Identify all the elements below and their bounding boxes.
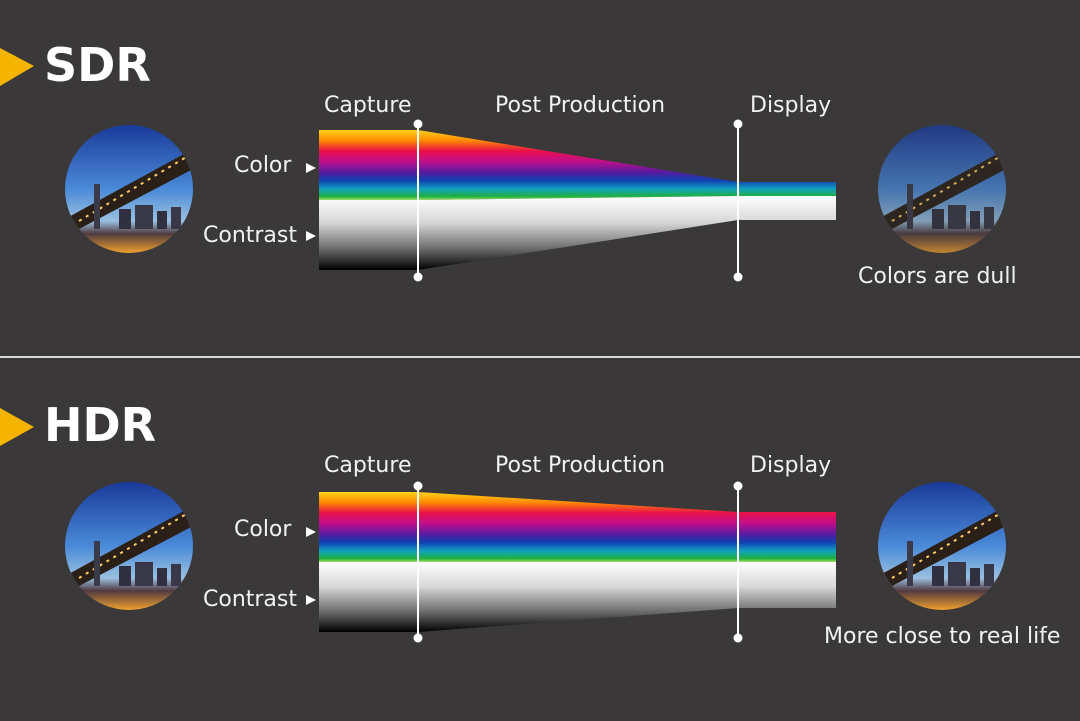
- sdr-color-pointer-icon: [306, 163, 316, 173]
- sdr-label-contrast: Contrast: [203, 223, 298, 248]
- hdr-label-color: Color: [234, 517, 292, 542]
- hdr-contrast-pointer-icon: [306, 595, 316, 605]
- sdr-result: Colors are dull: [858, 264, 1017, 289]
- sdr-marker-icon: [0, 48, 34, 86]
- hdr-color-pointer-icon: [306, 527, 316, 537]
- sdr-stage-post: Post Production: [495, 93, 666, 118]
- sdr-contrast-pointer-icon: [306, 231, 316, 241]
- sdr-stage-display: Display: [750, 93, 832, 118]
- hdr-display-photo-icon: [878, 482, 1006, 610]
- hdr-stage-display: Display: [750, 453, 832, 478]
- hdr-source-photo-icon: [65, 482, 193, 610]
- sdr-display-photo-icon: [878, 125, 1006, 253]
- hdr-contrast-band: [319, 562, 836, 632]
- sdr-color-band: [319, 130, 836, 200]
- sdr-title: SDR: [44, 38, 151, 92]
- hdr-title: HDR: [44, 398, 157, 452]
- hdr-marker-icon: [0, 408, 34, 446]
- sdr-contrast-band: [319, 196, 836, 270]
- hdr-stage-post: Post Production: [495, 453, 666, 478]
- sdr-stage-capture: Capture: [324, 93, 412, 118]
- hdr-result: More close to real life: [824, 624, 1061, 649]
- hdr-stage-capture: Capture: [324, 453, 412, 478]
- section-divider: [0, 356, 1080, 358]
- sdr-source-photo-icon: [65, 125, 193, 253]
- hdr-label-contrast: Contrast: [203, 587, 298, 612]
- sdr-label-color: Color: [234, 153, 292, 178]
- hdr-color-band: [319, 492, 836, 562]
